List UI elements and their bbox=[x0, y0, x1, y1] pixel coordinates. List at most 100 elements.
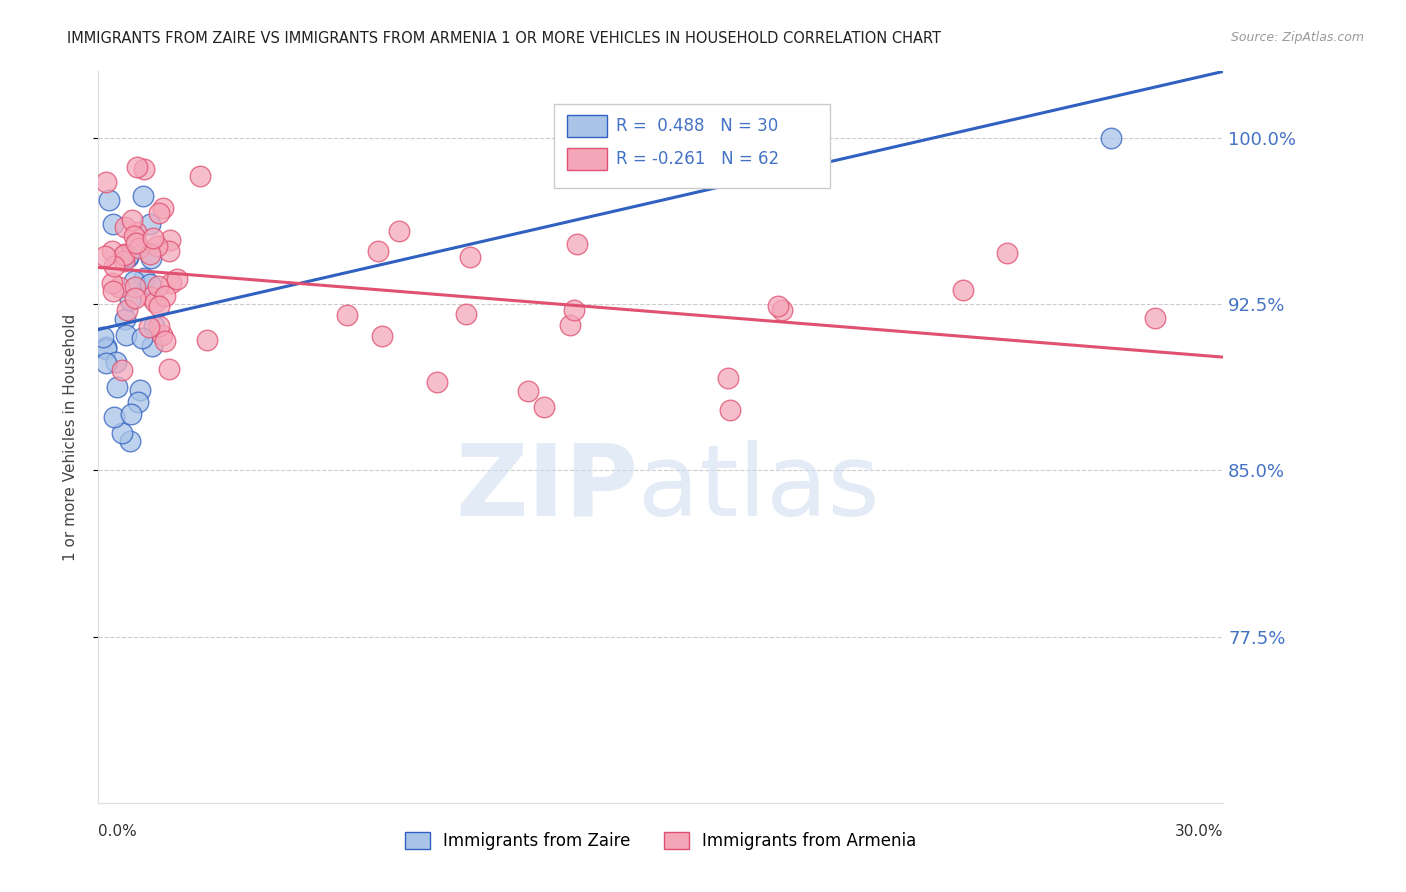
Point bbox=[94, 249, 117, 263]
Point bbox=[768, 299, 790, 313]
Point bbox=[142, 318, 165, 333]
Point bbox=[124, 280, 146, 294]
Point bbox=[131, 331, 153, 345]
Point bbox=[94, 356, 117, 370]
Point bbox=[148, 206, 170, 220]
Point bbox=[114, 312, 136, 326]
Point bbox=[112, 248, 135, 262]
Text: ZIP: ZIP bbox=[456, 440, 638, 537]
FancyBboxPatch shape bbox=[568, 115, 607, 137]
Point bbox=[120, 407, 142, 421]
Point bbox=[558, 318, 581, 332]
Point bbox=[94, 174, 117, 188]
Point bbox=[139, 251, 162, 265]
Point bbox=[426, 375, 449, 389]
Point bbox=[195, 333, 218, 347]
Point bbox=[94, 342, 117, 356]
Point bbox=[100, 244, 122, 258]
Point bbox=[155, 289, 177, 303]
Point bbox=[152, 201, 174, 215]
Point bbox=[139, 246, 162, 260]
Point bbox=[129, 383, 152, 397]
Text: atlas: atlas bbox=[638, 440, 880, 537]
Text: Source: ZipAtlas.com: Source: ZipAtlas.com bbox=[1230, 31, 1364, 45]
Point bbox=[101, 276, 124, 290]
Point bbox=[157, 361, 180, 376]
Point bbox=[101, 284, 124, 298]
FancyBboxPatch shape bbox=[554, 104, 830, 188]
Text: IMMIGRANTS FROM ZAIRE VS IMMIGRANTS FROM ARMENIA 1 OR MORE VEHICLES IN HOUSEHOLD: IMMIGRANTS FROM ZAIRE VS IMMIGRANTS FROM… bbox=[67, 31, 942, 46]
Point bbox=[127, 395, 149, 409]
Point bbox=[103, 409, 125, 424]
Point bbox=[103, 259, 125, 273]
Point bbox=[1144, 310, 1167, 325]
Text: R = -0.261   N = 62: R = -0.261 N = 62 bbox=[616, 150, 779, 168]
Point bbox=[114, 220, 136, 235]
Point bbox=[98, 193, 121, 207]
Legend: Immigrants from Zaire, Immigrants from Armenia: Immigrants from Zaire, Immigrants from A… bbox=[398, 825, 924, 856]
Point bbox=[105, 355, 128, 369]
Point bbox=[517, 384, 540, 398]
Point bbox=[717, 371, 740, 385]
Point bbox=[134, 271, 156, 285]
Point bbox=[146, 279, 169, 293]
Point bbox=[141, 339, 163, 353]
Point bbox=[371, 328, 394, 343]
Point bbox=[142, 231, 165, 245]
Point bbox=[121, 213, 143, 227]
Point bbox=[108, 280, 131, 294]
Point bbox=[124, 291, 146, 305]
Y-axis label: 1 or more Vehicles in Household: 1 or more Vehicles in Household bbox=[63, 313, 77, 561]
Point bbox=[995, 246, 1018, 260]
Point bbox=[388, 224, 411, 238]
Point bbox=[567, 236, 589, 251]
Point bbox=[128, 241, 150, 255]
Text: R =  0.488   N = 30: R = 0.488 N = 30 bbox=[616, 117, 778, 136]
Point bbox=[160, 277, 183, 291]
Point bbox=[117, 250, 139, 264]
Point bbox=[458, 250, 481, 264]
Point bbox=[125, 160, 148, 174]
Point bbox=[134, 162, 156, 177]
Point bbox=[105, 380, 128, 394]
Point bbox=[148, 299, 170, 313]
Point bbox=[153, 334, 176, 348]
Point bbox=[125, 226, 148, 240]
Point bbox=[159, 244, 181, 258]
Point bbox=[118, 293, 141, 307]
Point bbox=[111, 363, 134, 377]
Point bbox=[1099, 131, 1122, 145]
Point bbox=[138, 320, 160, 334]
Point bbox=[139, 217, 162, 231]
Point bbox=[93, 330, 115, 344]
Point bbox=[562, 302, 585, 317]
Point bbox=[336, 308, 359, 322]
Point bbox=[533, 400, 555, 414]
Point bbox=[952, 283, 974, 297]
Point bbox=[454, 307, 477, 321]
Point bbox=[122, 274, 145, 288]
Point bbox=[115, 327, 138, 342]
Text: 0.0%: 0.0% bbox=[98, 823, 138, 838]
Text: 30.0%: 30.0% bbox=[1175, 823, 1223, 838]
Point bbox=[117, 249, 139, 263]
Point bbox=[190, 169, 212, 183]
Point bbox=[150, 327, 173, 342]
Point bbox=[612, 131, 634, 145]
Point bbox=[111, 425, 134, 440]
Point bbox=[139, 290, 162, 304]
Point bbox=[148, 318, 170, 333]
Point bbox=[125, 236, 148, 251]
Point bbox=[112, 247, 135, 261]
Point bbox=[166, 272, 188, 286]
FancyBboxPatch shape bbox=[568, 148, 607, 170]
Point bbox=[96, 340, 118, 354]
Point bbox=[103, 218, 125, 232]
Point bbox=[115, 302, 138, 317]
Point bbox=[770, 302, 793, 317]
Point bbox=[718, 403, 741, 417]
Point bbox=[139, 277, 162, 291]
Point bbox=[120, 434, 142, 448]
Point bbox=[367, 244, 389, 258]
Point bbox=[112, 254, 135, 268]
